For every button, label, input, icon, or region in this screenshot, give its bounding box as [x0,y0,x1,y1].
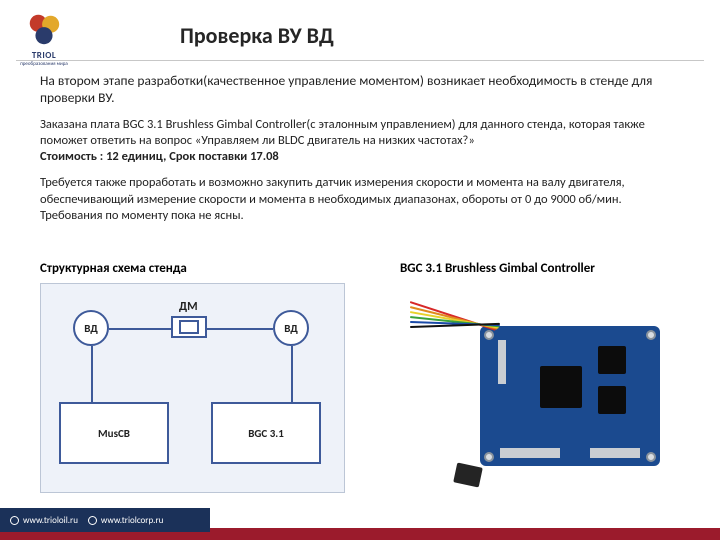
footer-link-1-text: www.trioloil.ru [23,515,78,526]
paragraph-2-cost: Стоимость : 12 единиц, Срок поставки 17.… [40,149,680,165]
slide-footer: www.trioloil.ru www.triolcorp.ru [0,512,720,540]
driver-chip-icon [598,386,626,414]
logo-mark-icon [25,10,63,48]
paragraph-1: На втором этапе разработки(качественное … [40,72,680,107]
slide-title: Проверка ВУ ВД [180,22,334,49]
structure-diagram: ВД ВД ДМ MusСВ BGC 3.1 [40,283,345,493]
footer-navy-bar: www.trioloil.ru www.triolcorp.ru [0,508,210,532]
diagram-node-vd_right: ВД [273,310,309,346]
footer-link-2-text: www.triolcorp.ru [101,515,163,526]
logo-tagline: преобразования мира [14,61,74,67]
title-rule [16,60,704,61]
diagram-edge-1 [207,328,273,330]
header-pins-icon [500,448,560,458]
controller-board-figure [400,286,690,491]
caption-board: BGC 3.1 Brushless Gimbal Controller [370,261,680,276]
diagram-node-bgc: BGC 3.1 [211,402,321,464]
globe-icon [88,516,97,525]
body-text: На втором этапе разработки(качественное … [40,72,680,224]
diagram-node-muscb: MusСВ [59,402,169,464]
slide: TRIOL преобразования мира Проверка ВУ ВД… [0,0,720,540]
mounting-hole-icon [484,330,494,340]
footer-link-1: www.trioloil.ru [10,515,78,526]
mcu-chip-icon [540,366,582,408]
brand-logo: TRIOL преобразования мира [14,10,74,67]
diagram-label-dm: ДМ [179,300,198,314]
diagram-edge-3 [291,346,293,402]
figure-captions: Структурная схема стенда BGC 3.1 Brushle… [40,261,680,276]
mounting-hole-icon [646,330,656,340]
globe-icon [10,516,19,525]
mounting-hole-icon [484,452,494,462]
pcb-icon [480,326,660,466]
imu-module-icon [453,463,483,488]
header-pins-icon [590,448,640,458]
mounting-hole-icon [646,452,656,462]
driver-chip-icon [598,346,626,374]
diagram-edge-2 [91,346,93,402]
diagram-edge-0 [109,328,171,330]
diagram-node-vd_left: ВД [73,310,109,346]
footer-link-2: www.triolcorp.ru [88,515,163,526]
header-pins-icon [498,340,506,384]
caption-diagram: Структурная схема стенда [40,261,370,276]
paragraph-3: Требуется также проработать и возможно з… [40,175,680,224]
paragraph-2: Заказана плата BGC 3.1 Brushless Gimbal … [40,117,680,150]
